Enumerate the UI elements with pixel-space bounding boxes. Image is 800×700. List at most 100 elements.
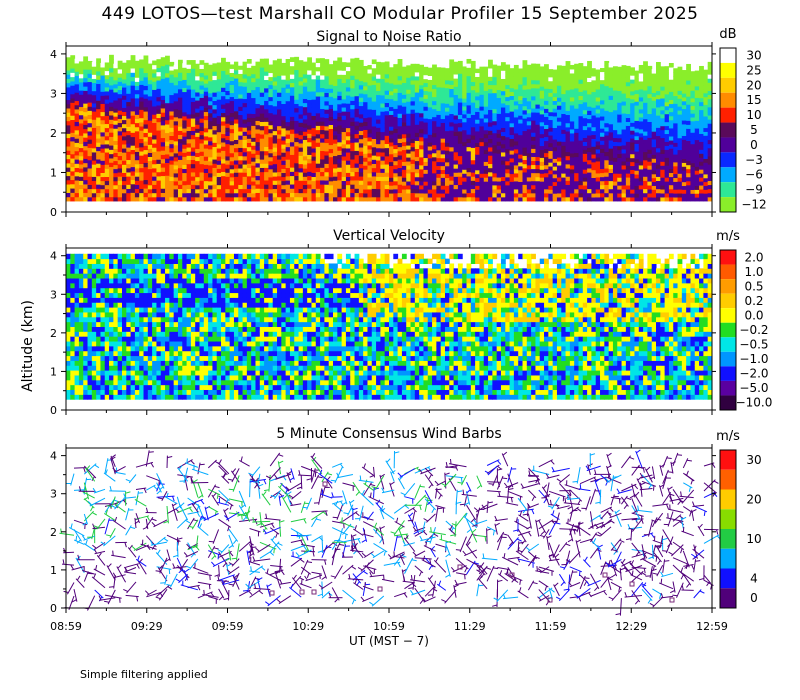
colorbar-swatch: [720, 197, 736, 212]
x-tick-label: 11:59: [535, 620, 567, 633]
colorbar-swatch: [720, 529, 736, 549]
colorbar-swatch: [720, 122, 736, 138]
colorbar-label: −12: [741, 198, 766, 212]
colorbar-label: 30: [746, 453, 761, 467]
colorbar-swatch: [720, 279, 736, 294]
colorbar-swatch: [720, 588, 736, 608]
y-tick-label: 4: [50, 250, 57, 263]
colorbar-swatch: [720, 395, 736, 410]
colorbar-swatch: [720, 450, 736, 470]
x-axis-label: UT (MST − 7): [349, 634, 429, 648]
y-tick-label: 1: [50, 564, 57, 577]
colorbar-frame: [719, 449, 737, 609]
colorbar-swatch: [720, 77, 736, 93]
colorbar-label: −0.2: [739, 323, 768, 337]
colorbar-swatch: [720, 167, 736, 183]
colorbar-label: 5: [750, 123, 758, 137]
colorbar-swatch: [720, 509, 736, 529]
x-tick-label: 08:59: [50, 620, 82, 633]
x-tick-label: 12:59: [696, 620, 728, 633]
y-tick-label: 3: [50, 488, 57, 501]
colorbar-swatch: [720, 351, 736, 367]
colorbar-swatch: [720, 107, 736, 123]
panel-2: 0 1 2 3 4 08:59 09:29 09:59 10:29 10:59 11:29 11:59…: [50, 429, 762, 633]
colorbar-label: 30: [746, 48, 761, 62]
wind-panel-title: 5 Minute Consensus Wind Barbs: [276, 426, 502, 442]
y-tick-label: 0: [50, 206, 57, 219]
colorbar-swatch: [720, 366, 736, 381]
colorbar-swatch: [720, 548, 736, 569]
colorbar-label: 15: [746, 93, 761, 107]
y-tick-label: 2: [50, 327, 57, 340]
plot-area-2: [59, 449, 722, 616]
colorbar-unit: dB: [719, 27, 736, 42]
colorbar-swatch: [720, 137, 736, 153]
footnote: Simple filtering applied: [80, 668, 208, 681]
colorbar-label: −3: [745, 153, 763, 167]
colorbar-swatch: [720, 48, 736, 63]
colorbar-swatch: [720, 322, 736, 338]
colorbar-label: −2.0: [739, 367, 768, 381]
colorbar-swatch: [720, 568, 736, 589]
y-tick-label: 2: [50, 127, 57, 140]
colorbar-swatch: [720, 308, 736, 323]
colorbar-label: −0.5: [739, 338, 768, 352]
y-tick-label: 0: [50, 404, 57, 417]
colorbar-swatch: [720, 293, 736, 309]
x-tick-label: 09:59: [212, 620, 244, 633]
x-tick-label: 10:59: [373, 620, 405, 633]
x-tick-label: 12:29: [615, 620, 647, 633]
colorbar-1: 2.01.00.50.20.0−0.2−0.5−1.0−2.0−5.0−10.0…: [716, 229, 773, 411]
colorbar-swatch: [720, 182, 736, 198]
y-tick-label: 0: [50, 602, 57, 615]
velocity-panel-title: Vertical Velocity: [333, 228, 445, 244]
y-tick-label: 4: [50, 450, 57, 463]
colorbar-label: 0: [750, 591, 758, 605]
colorbar-label: 20: [746, 78, 761, 92]
colorbar-label: 2.0: [744, 250, 763, 264]
y-tick-label: 2: [50, 526, 57, 539]
colorbar-label: 0.5: [744, 279, 763, 293]
colorbar-swatch: [720, 62, 736, 78]
colorbar-label: −9: [745, 183, 763, 197]
colorbar-label: 1.0: [744, 265, 763, 279]
colorbar-label: 0.2: [744, 294, 763, 308]
y-tick-label: 4: [50, 48, 57, 61]
snr-panel-title: Signal to Noise Ratio: [316, 29, 462, 45]
y-tick-label: 1: [50, 166, 57, 179]
colorbar-label: 0: [750, 138, 758, 152]
colorbar-label: −5.0: [739, 381, 768, 395]
colorbar-label: 0.0: [744, 308, 763, 322]
colorbar-swatch: [720, 152, 736, 168]
y-tick-label: 3: [50, 288, 57, 301]
colorbar-label: 4: [750, 571, 758, 585]
colorbar-swatch: [720, 469, 736, 490]
colorbar-label: −10.0: [736, 396, 773, 410]
colorbar-swatch: [720, 264, 736, 280]
colorbar-label: 10: [746, 108, 761, 122]
y-tick-label: 1: [50, 365, 57, 378]
colorbar-label: −6: [745, 168, 763, 182]
colorbar-swatch: [720, 92, 736, 108]
colorbar-swatch: [720, 489, 736, 510]
colorbar-2: 30 20 10 4 0 m/s: [716, 429, 762, 609]
colorbar-label: 10: [746, 532, 761, 546]
colorbar-swatch: [720, 250, 736, 265]
colorbar-swatch: [720, 380, 736, 396]
main-title: 449 LOTOS—test Marshall CO Modular Profi…: [101, 4, 699, 24]
x-tick-label: 09:29: [131, 620, 163, 633]
x-tick-label: 10:29: [292, 620, 324, 633]
plot-area-0: [66, 54, 713, 202]
x-tick-label: 11:29: [454, 620, 486, 633]
plot-area-1: [66, 253, 713, 400]
y-tick-label: 3: [50, 87, 57, 100]
colorbar-label: 20: [746, 492, 761, 506]
colorbar-label: −1.0: [739, 352, 768, 366]
colorbar-unit: m/s: [716, 229, 740, 244]
colorbar-unit: m/s: [716, 429, 740, 444]
colorbar-label: 25: [746, 63, 761, 77]
colorbar-swatch: [720, 337, 736, 352]
colorbar-frame: [719, 47, 737, 213]
